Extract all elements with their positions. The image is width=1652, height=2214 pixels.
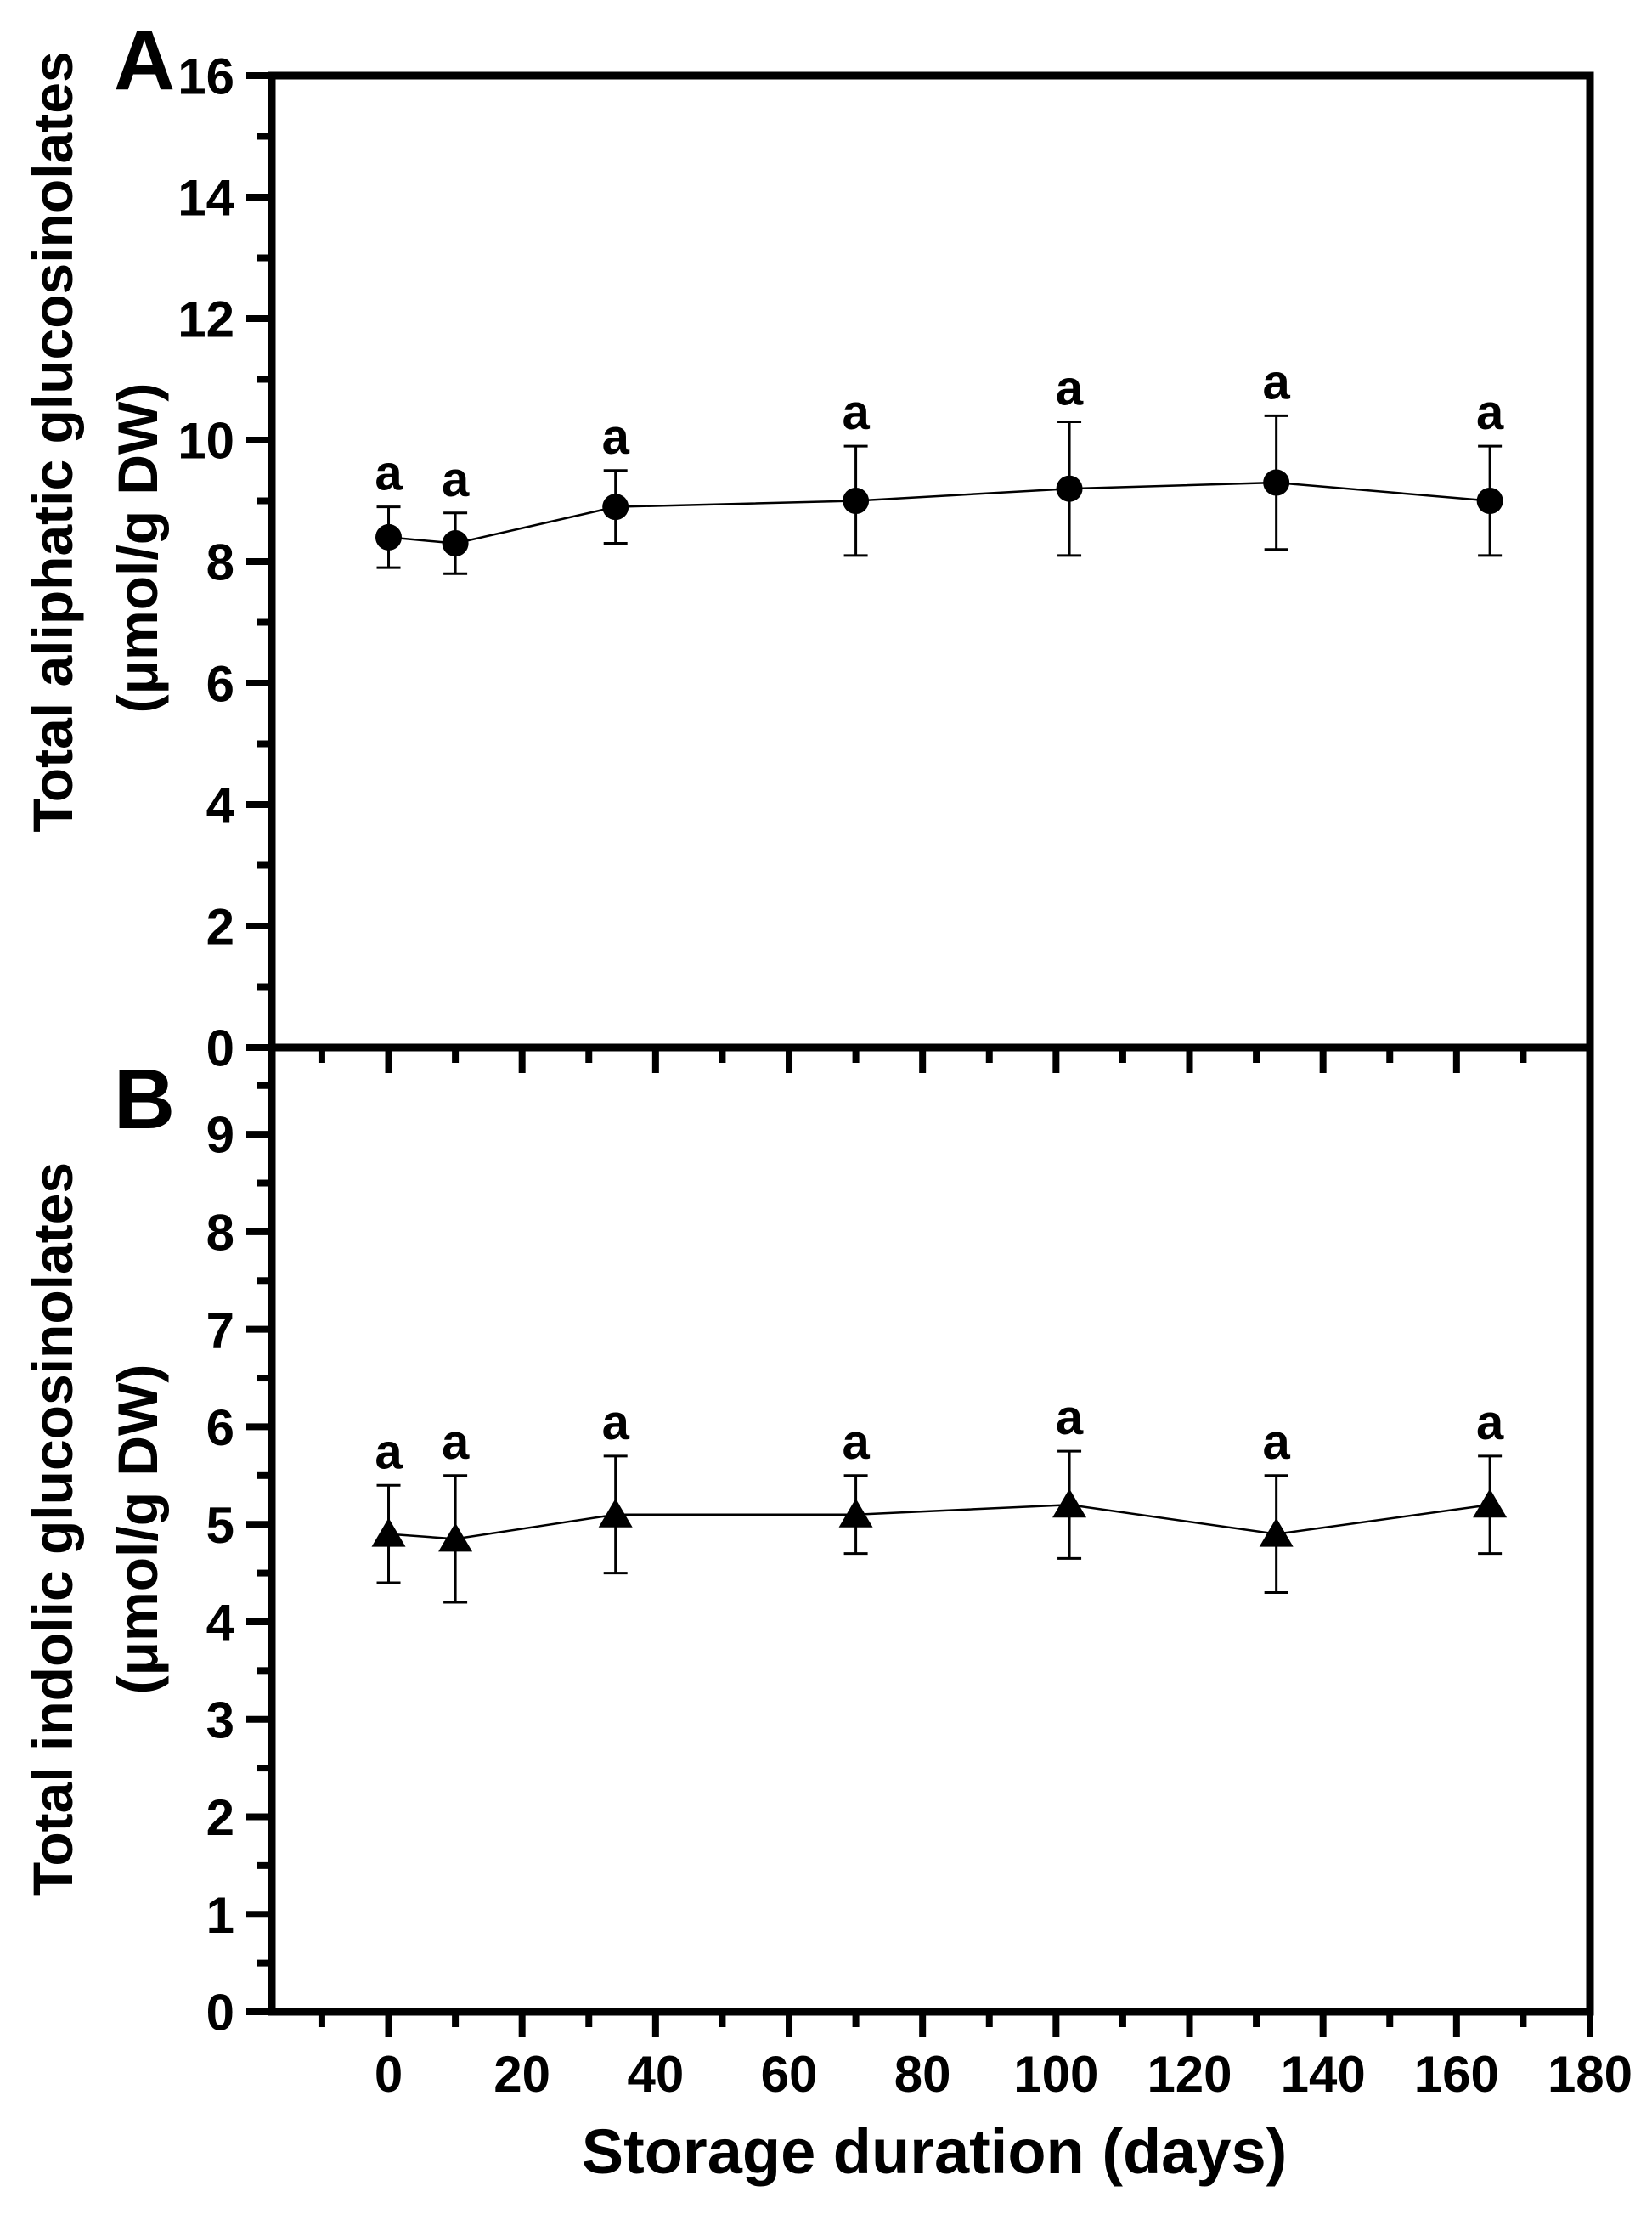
data-point-marker <box>838 1498 873 1528</box>
series-line <box>388 481 1491 545</box>
x-tick-label: 140 <box>1281 2046 1366 2103</box>
x-tick-label: 20 <box>493 2046 550 2103</box>
significance-letter: a <box>375 1424 403 1479</box>
significance-letter: a <box>1263 354 1291 409</box>
significance-letter: a <box>602 1395 630 1450</box>
data-point-marker <box>1052 1488 1087 1518</box>
data-point-marker <box>1473 1488 1508 1518</box>
panel-a-y-axis-title-line2: (μmol/g DW) <box>106 383 169 714</box>
significance-letter: a <box>1056 1390 1084 1445</box>
x-tick-label: 80 <box>894 2046 951 2103</box>
y-tick-label: 9 <box>206 1107 234 1164</box>
x-tick-label: 100 <box>1013 2046 1098 2103</box>
y-tick-label: 6 <box>206 656 234 713</box>
y-tick-label: 1 <box>206 1887 234 1944</box>
y-tick-label: 0 <box>206 1020 234 1077</box>
significance-letter: a <box>842 1415 870 1470</box>
data-point-marker <box>438 1522 473 1552</box>
significance-letter: a <box>602 409 630 465</box>
y-tick-label: 10 <box>178 413 234 470</box>
data-point-marker <box>1056 475 1083 502</box>
data-point-marker <box>843 488 870 514</box>
significance-letter: a <box>1056 361 1084 416</box>
data-point-marker <box>1263 469 1290 496</box>
significance-letter: a <box>442 452 470 507</box>
significance-letter: a <box>375 446 403 501</box>
y-tick-label: 5 <box>206 1497 234 1554</box>
x-tick-label: 40 <box>627 2046 684 2103</box>
y-tick-label: 0 <box>206 1985 234 2042</box>
y-tick-label: 6 <box>206 1399 234 1456</box>
significance-letter: a <box>442 1415 470 1470</box>
data-point-marker <box>598 1498 633 1528</box>
y-tick-label: 7 <box>206 1302 234 1358</box>
y-tick-label: 4 <box>206 777 235 834</box>
panel-b-y-axis-title-line2: (μmol/g DW) <box>106 1364 169 1695</box>
series-line <box>388 1503 1491 1540</box>
y-tick-label: 8 <box>206 534 234 591</box>
x-tick-label: 180 <box>1548 2046 1632 2103</box>
y-tick-label: 2 <box>206 1789 234 1846</box>
y-tick-label: 3 <box>206 1692 234 1748</box>
y-tick-label: 14 <box>178 170 234 227</box>
y-tick-label: 12 <box>178 291 234 348</box>
y-tick-label: 2 <box>206 899 234 956</box>
data-point-marker <box>371 1517 406 1547</box>
panel-b-y-axis-title-line1: Total indolic glucosinolates <box>21 1162 84 1896</box>
y-tick-label: 8 <box>206 1205 234 1262</box>
x-axis-label: Storage duration (days) <box>582 2116 1288 2187</box>
x-tick-label: 0 <box>375 2046 403 2103</box>
x-tick-label: 60 <box>761 2046 818 2103</box>
panel-a-y-axis-title-line1: Total aliphatic glucosinolates <box>21 51 84 832</box>
significance-letter: a <box>1476 1395 1504 1450</box>
data-point-marker <box>442 530 469 557</box>
data-point-marker <box>1476 488 1503 514</box>
data-point-marker <box>602 494 629 521</box>
significance-letter: a <box>1263 1415 1291 1470</box>
y-tick-label: 16 <box>178 48 234 105</box>
x-tick-label: 160 <box>1414 2046 1499 2103</box>
x-tick-label: 120 <box>1147 2046 1232 2103</box>
significance-letter: a <box>842 385 870 440</box>
y-tick-label: 4 <box>206 1595 235 1652</box>
panel-b-letter: B <box>114 1052 175 1147</box>
panel-a-frame <box>268 71 1594 1052</box>
panel-a-letter: A <box>114 13 175 108</box>
significance-letter: a <box>1476 385 1504 440</box>
data-point-marker <box>1259 1517 1294 1547</box>
data-point-marker <box>375 523 403 551</box>
panel-b-frame <box>268 1043 1594 2016</box>
